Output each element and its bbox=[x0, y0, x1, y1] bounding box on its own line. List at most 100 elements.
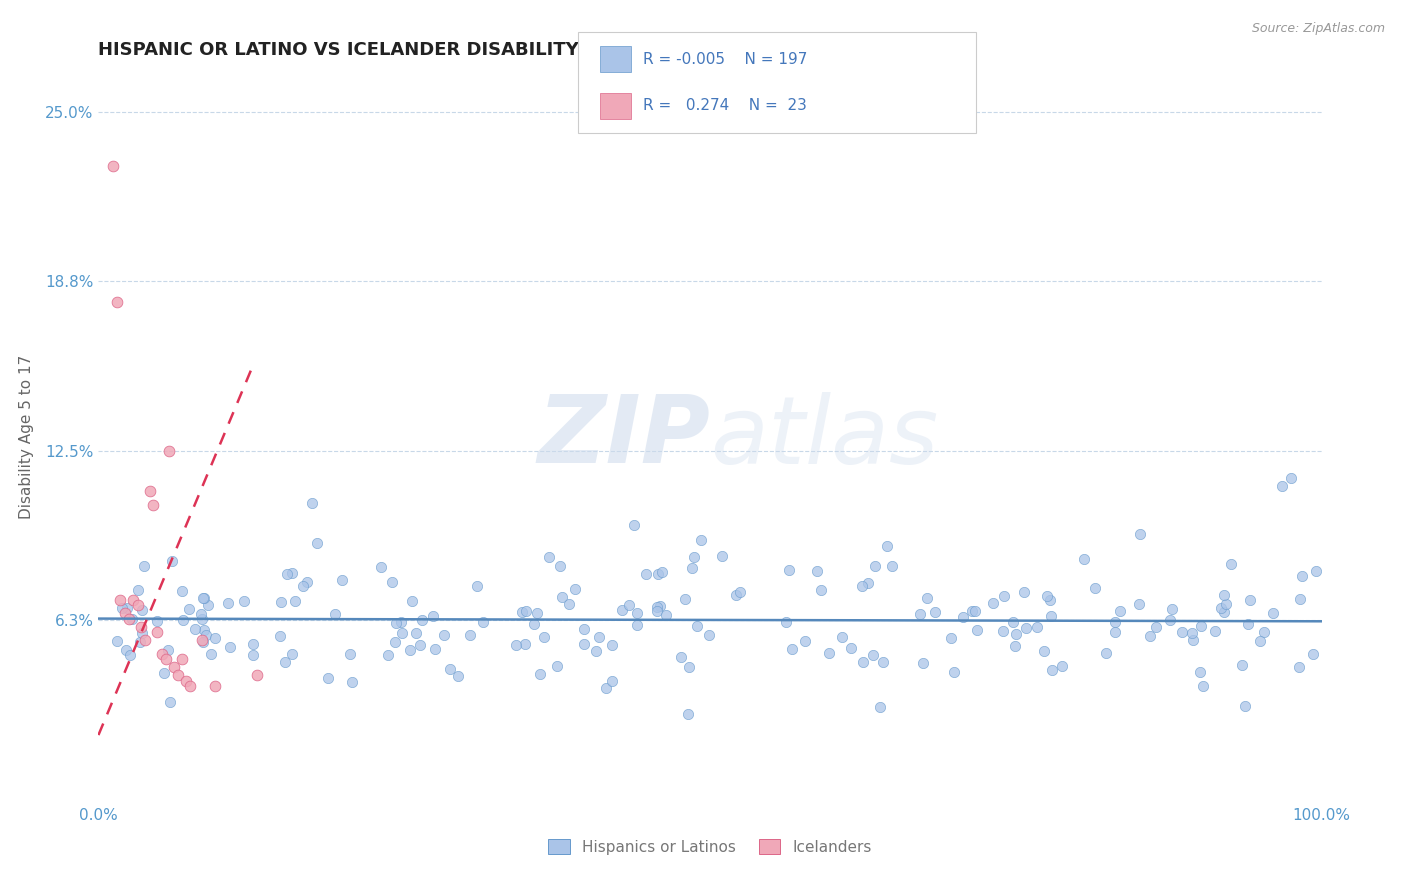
Point bbox=[157, 443, 180, 458]
Point bbox=[269, 629, 291, 643]
Text: ZIP: ZIP bbox=[537, 391, 710, 483]
Point bbox=[330, 574, 353, 588]
Point bbox=[127, 598, 149, 612]
Point bbox=[793, 634, 815, 648]
Point bbox=[179, 602, 201, 616]
Point bbox=[405, 625, 427, 640]
Point bbox=[1171, 625, 1194, 640]
Point bbox=[146, 625, 169, 640]
Point bbox=[101, 159, 124, 173]
Point bbox=[681, 561, 703, 575]
Text: atlas: atlas bbox=[710, 392, 938, 483]
Text: HISPANIC OR LATINO VS ICELANDER DISABILITY AGE 5 TO 17 CORRELATION CHART: HISPANIC OR LATINO VS ICELANDER DISABILI… bbox=[98, 41, 932, 59]
Point bbox=[200, 647, 222, 661]
Point bbox=[572, 622, 595, 636]
Point bbox=[339, 647, 361, 661]
Point bbox=[204, 631, 226, 645]
Point bbox=[439, 662, 461, 676]
Point bbox=[1002, 615, 1025, 629]
Point bbox=[1050, 659, 1073, 673]
Point bbox=[172, 613, 194, 627]
Point bbox=[118, 648, 141, 662]
Point bbox=[690, 533, 713, 547]
Point bbox=[510, 605, 533, 619]
Point bbox=[728, 584, 751, 599]
Point bbox=[1084, 582, 1107, 596]
Point bbox=[1249, 634, 1271, 648]
Point bbox=[546, 659, 568, 673]
Point bbox=[683, 550, 706, 565]
Point bbox=[385, 615, 408, 630]
Point bbox=[1004, 639, 1026, 653]
Point bbox=[619, 599, 641, 613]
Point bbox=[651, 566, 673, 580]
Point bbox=[422, 608, 444, 623]
Point bbox=[1191, 679, 1213, 693]
Point bbox=[110, 600, 132, 615]
Point bbox=[191, 591, 214, 605]
Point bbox=[1032, 644, 1054, 658]
Point bbox=[626, 618, 648, 632]
Point bbox=[966, 623, 988, 637]
Point bbox=[626, 606, 648, 620]
Point bbox=[1237, 617, 1260, 632]
Point bbox=[671, 650, 693, 665]
Point bbox=[908, 607, 931, 621]
Point bbox=[170, 584, 193, 599]
Point bbox=[121, 592, 143, 607]
Point bbox=[1094, 646, 1116, 660]
Point bbox=[377, 648, 399, 662]
Point bbox=[458, 628, 481, 642]
Point bbox=[1139, 629, 1161, 643]
Point bbox=[276, 566, 298, 581]
Point bbox=[1239, 593, 1261, 607]
Point bbox=[150, 647, 173, 661]
Point bbox=[280, 566, 302, 580]
Point bbox=[146, 614, 169, 628]
Point bbox=[817, 646, 839, 660]
Y-axis label: Disability Age 5 to 17: Disability Age 5 to 17 bbox=[20, 355, 34, 519]
Point bbox=[515, 604, 537, 618]
Point bbox=[384, 635, 406, 649]
Point bbox=[551, 590, 574, 604]
Point bbox=[1288, 660, 1310, 674]
Point bbox=[217, 596, 239, 610]
Point bbox=[447, 669, 470, 683]
Point bbox=[548, 558, 571, 573]
Point bbox=[558, 597, 581, 611]
Point bbox=[170, 652, 193, 666]
Point bbox=[1279, 471, 1302, 485]
Point bbox=[242, 648, 264, 662]
Point bbox=[564, 582, 586, 596]
Point bbox=[1015, 621, 1038, 635]
Point bbox=[1213, 588, 1236, 602]
Point bbox=[523, 616, 546, 631]
Point bbox=[316, 671, 339, 685]
Point bbox=[595, 681, 617, 696]
Point bbox=[876, 539, 898, 553]
Point bbox=[725, 588, 748, 602]
Point bbox=[1039, 593, 1062, 607]
Legend: Hispanics or Latinos, Icelanders: Hispanics or Latinos, Icelanders bbox=[543, 833, 877, 861]
Point bbox=[810, 582, 832, 597]
Point bbox=[960, 604, 983, 618]
Point bbox=[647, 567, 669, 582]
Text: R = -0.005    N = 197: R = -0.005 N = 197 bbox=[643, 52, 807, 67]
Point bbox=[105, 634, 128, 648]
Point bbox=[636, 567, 658, 582]
Point bbox=[1144, 620, 1167, 634]
Point bbox=[839, 641, 862, 656]
Point bbox=[778, 563, 800, 577]
Point bbox=[114, 606, 136, 620]
Point bbox=[246, 668, 269, 682]
Point bbox=[1073, 552, 1095, 566]
Point bbox=[912, 657, 935, 671]
Point bbox=[281, 647, 304, 661]
Point bbox=[678, 707, 700, 722]
Point bbox=[1204, 624, 1226, 638]
Point bbox=[197, 598, 219, 612]
Point bbox=[411, 613, 433, 627]
Point bbox=[610, 603, 633, 617]
Point bbox=[191, 633, 214, 648]
Point bbox=[167, 668, 190, 682]
